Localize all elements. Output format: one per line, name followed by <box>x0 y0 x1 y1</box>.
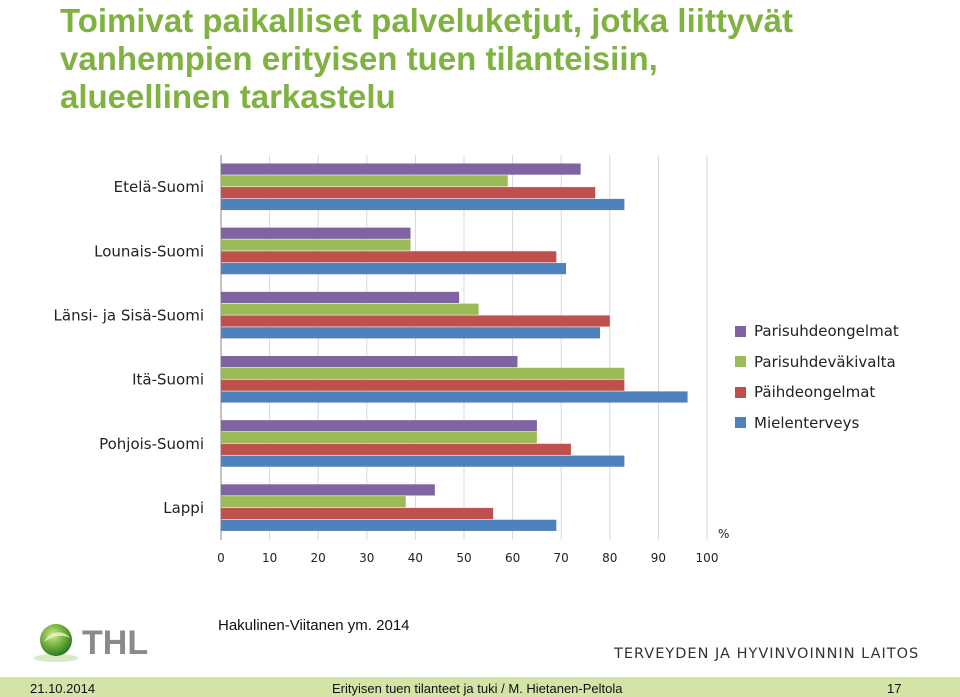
category-label: Etelä-Suomi <box>114 178 204 196</box>
legend-item: Parisuhdeväkivalta <box>735 347 899 378</box>
logo-text: THL <box>82 624 148 662</box>
bar-mielenterveys <box>221 327 601 339</box>
bar-parisuhdeväkivalta <box>221 239 411 251</box>
logo-sphere <box>40 624 72 656</box>
bar-parisuhdeongelmat <box>221 291 460 304</box>
footer-date: 21.10.2014 <box>30 681 96 696</box>
bar-mielenterveys <box>221 519 557 531</box>
bar-päihdeongelmat <box>221 251 557 263</box>
bar-parisuhdeväkivalta <box>221 303 479 315</box>
x-tick-label: 30 <box>359 551 374 565</box>
category-label: Lappi <box>163 499 204 517</box>
bar-parisuhdeongelmat <box>221 163 581 175</box>
organization-name: TERVEYDEN JA HYVINVOINNIN LAITOS <box>614 646 920 662</box>
x-tick-label: 60 <box>505 551 520 565</box>
x-tick-label: 20 <box>311 551 326 565</box>
footer-title: Erityisen tuen tilanteet ja tuki / M. Hi… <box>332 681 623 696</box>
x-tick-label: 80 <box>602 551 617 565</box>
category-label: Pohjois-Suomi <box>99 435 204 453</box>
x-tick-label: 10 <box>262 551 277 565</box>
source-citation: Hakulinen-Viitanen ym. 2014 <box>218 617 410 634</box>
bar-parisuhdeväkivalta <box>221 367 625 379</box>
legend-item: Parisuhdeongelmat <box>735 316 899 347</box>
footer-bar: 21.10.2014 Erityisen tuen tilanteet ja t… <box>0 677 960 697</box>
legend-item: Mielenterveys <box>735 408 899 439</box>
legend-item: Päihdeongelmat <box>735 377 899 408</box>
bar-päihdeongelmat <box>221 315 610 327</box>
x-tick-label: 70 <box>554 551 569 565</box>
legend-swatch <box>735 325 746 337</box>
bar-päihdeongelmat <box>221 187 596 199</box>
legend-swatch <box>735 417 746 429</box>
legend-swatch <box>735 386 746 398</box>
bar-parisuhdeongelmat <box>221 355 518 368</box>
category-label: Itä-Suomi <box>132 371 204 389</box>
x-tick-label: 50 <box>456 551 471 565</box>
title-line-3: alueellinen tarkastelu <box>60 78 396 115</box>
bar-parisuhdeongelmat <box>221 420 537 432</box>
bar-mielenterveys <box>221 263 567 275</box>
x-tick-label: 0 <box>217 551 225 565</box>
unit-label: % <box>718 527 729 541</box>
bar-päihdeongelmat <box>221 379 625 391</box>
x-tick-label: 100 <box>696 551 719 565</box>
logo-shadow <box>34 654 78 662</box>
legend-label: Parisuhdeväkivalta <box>754 352 896 371</box>
x-tick-label: 40 <box>408 551 423 565</box>
legend-swatch <box>735 356 746 368</box>
category-label: Lounais-Suomi <box>94 242 204 260</box>
bar-päihdeongelmat <box>221 443 571 455</box>
bar-mielenterveys <box>221 455 625 467</box>
chart-legend: Parisuhdeongelmat Parisuhdeväkivalta Päihd… <box>735 316 899 438</box>
bar-chart: Etelä-Suomi Lounais-Suomi Länsi- ja Sisä-S… <box>54 155 729 565</box>
page-number: 17 <box>887 681 902 696</box>
bar-parisuhdeongelmat <box>221 227 411 239</box>
slide-title: Toimivat paikalliset palveluketjut, jotk… <box>60 2 940 116</box>
legend-label: Parisuhdeongelmat <box>754 322 899 341</box>
bar-parisuhdeväkivalta <box>221 431 537 444</box>
legend-label: Päihdeongelmat <box>754 383 876 402</box>
title-line-2: vanhempien erityisen tuen tilanteisiin, <box>60 40 658 77</box>
bar-parisuhdeväkivalta <box>221 175 508 187</box>
thl-logo: THL <box>34 624 148 662</box>
legend-label: Mielenterveys <box>754 413 860 432</box>
category-label: Länsi- ja Sisä-Suomi <box>54 306 204 324</box>
bar-mielenterveys <box>221 198 625 211</box>
bar-mielenterveys <box>221 391 688 403</box>
title-line-1: Toimivat paikalliset palveluketjut, jotk… <box>60 2 793 39</box>
bar-päihdeongelmat <box>221 507 494 520</box>
logo-swoosh <box>44 632 70 642</box>
x-tick-label: 90 <box>651 551 666 565</box>
bar-parisuhdeongelmat <box>221 484 435 496</box>
bar-parisuhdeväkivalta <box>221 496 406 508</box>
